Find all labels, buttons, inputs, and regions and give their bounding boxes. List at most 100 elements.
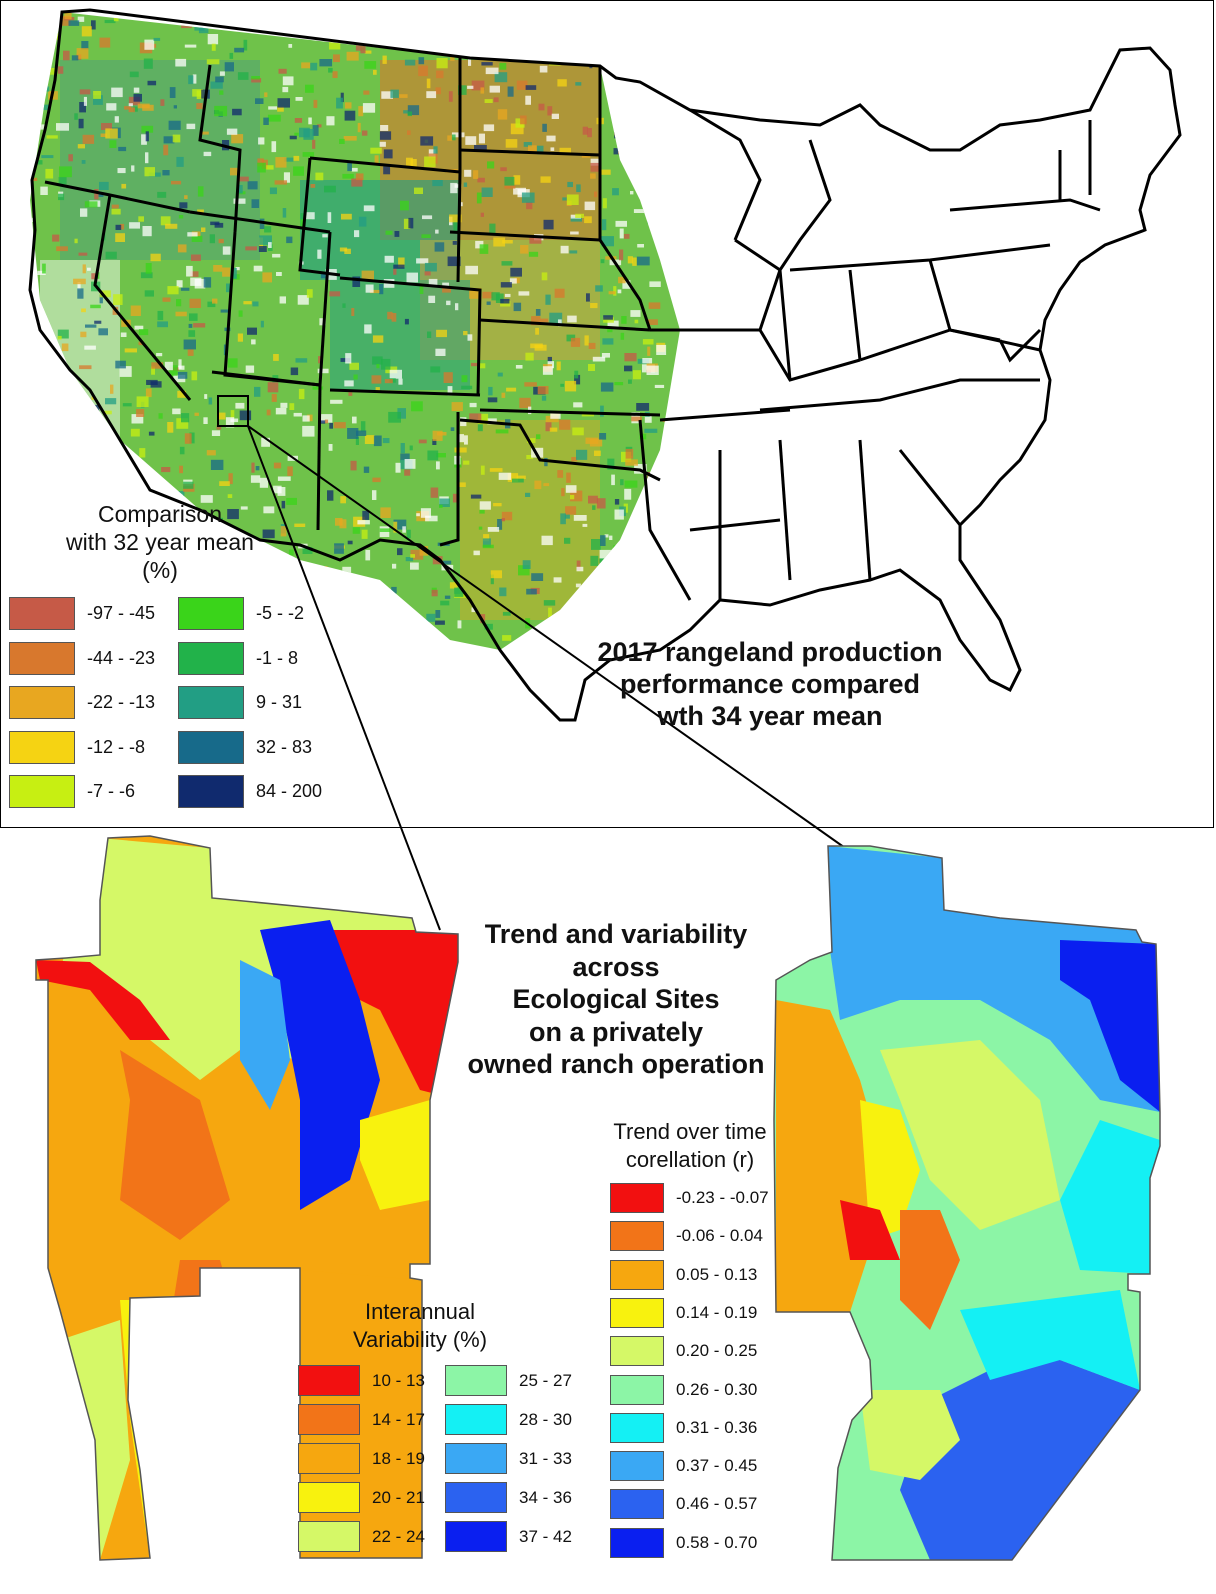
legend-label: 25 - 27 (519, 1370, 572, 1390)
legend-label: 37 - 42 (519, 1526, 572, 1546)
legend-swatch (9, 730, 75, 764)
variability-legend-title: Interannual Variability (%) (320, 1298, 520, 1354)
legend-item: 0.46 - 0.57 (610, 1489, 758, 1520)
legend-label: 34 - 36 (519, 1487, 572, 1507)
legend-swatch (445, 1404, 507, 1435)
legend-item: 31 - 33 (445, 1443, 572, 1474)
legend-swatch (9, 641, 75, 675)
leader-line-right (247, 425, 849, 851)
trend-legend-title-line-1: Trend over time (613, 1119, 767, 1144)
legend-label: -44 - -23 (87, 647, 156, 668)
legend-label: -0.06 - 0.04 (676, 1226, 763, 1246)
legend-item: 34 - 36 (445, 1482, 572, 1513)
legend-item: 0.37 - 0.45 (610, 1451, 758, 1482)
top-map-title-line-1: 2017 rangeland production (597, 637, 943, 667)
legend-label: 22 - 24 (372, 1526, 425, 1546)
legend-item: 14 - 17 (298, 1404, 425, 1435)
legend-item: 32 - 83 (178, 730, 313, 764)
variability-legend-title-line-2: Variability (%) (352, 1327, 488, 1352)
legend-label: 0.26 - 0.30 (676, 1379, 758, 1399)
legend-label: 0.58 - 0.70 (676, 1532, 758, 1552)
legend-item: 18 - 19 (298, 1443, 425, 1474)
legend-item: -12 - -8 (9, 730, 146, 764)
legend-item: 0.20 - 0.25 (610, 1336, 758, 1367)
legend-swatch (610, 1221, 664, 1252)
legend-label: -0.23 - -0.07 (676, 1188, 769, 1207)
legend-swatch (445, 1521, 507, 1552)
legend-item: -5 - -2 (178, 597, 304, 630)
legend-label: 0.14 - 0.19 (676, 1302, 758, 1322)
legend-label: -22 - -13 (87, 692, 156, 712)
state-boundaries (28, 8, 1182, 722)
legend-item: 28 - 30 (445, 1404, 572, 1435)
center-title-line-3: Ecological Sites (512, 984, 720, 1014)
legend-item: 20 - 21 (298, 1482, 425, 1513)
legend-label: 0.20 - 0.25 (676, 1341, 758, 1361)
legend-swatch (298, 1482, 360, 1513)
legend-swatch (445, 1482, 507, 1513)
legend-label: 28 - 30 (519, 1409, 572, 1429)
center-title-line-1: Trend and variability (484, 919, 748, 949)
center-title-line-4: on a privately (528, 1016, 704, 1047)
legend-label: 32 - 83 (256, 736, 313, 757)
legend-label: -12 - -8 (87, 736, 146, 757)
legend-swatch (9, 775, 75, 808)
aoi-box (217, 395, 249, 427)
legend-item: 25 - 27 (445, 1365, 572, 1396)
legend-swatch (298, 1521, 360, 1552)
trend-legend-title: Trend over time corellation (r) (580, 1118, 800, 1174)
legend-swatch (610, 1489, 664, 1520)
legend-item: 0.58 - 0.70 (610, 1527, 758, 1558)
legend-swatch (298, 1404, 360, 1435)
legend-label: 0.37 - 0.45 (676, 1456, 758, 1476)
legend-item: -0.06 - 0.04 (610, 1221, 763, 1252)
ranch-left-outline (35, 835, 459, 1561)
top-legend-title-line-1: Comparison (98, 501, 222, 527)
legend-item: -0.23 - -0.07 (610, 1183, 769, 1213)
ranch-right-outline (773, 845, 1161, 1561)
legend-item: -7 - -6 (9, 775, 135, 808)
legend-label: 0.05 - 0.13 (676, 1264, 758, 1284)
legend-swatch (178, 597, 244, 630)
legend-item: -1 - 8 (178, 641, 299, 675)
top-legend-title-line-2: with 32 year mean (66, 529, 254, 555)
legend-swatch (298, 1443, 360, 1474)
legend-item: -44 - -23 (9, 641, 156, 675)
legend-item: 37 - 42 (445, 1521, 572, 1552)
legend-label: -97 - -45 (87, 603, 156, 623)
legend-swatch (610, 1451, 664, 1482)
legend-swatch (178, 730, 244, 764)
legend-item: 84 - 200 (178, 775, 322, 808)
ranch-map-trend (774, 846, 1160, 1560)
legend-label: 84 - 200 (256, 781, 323, 801)
top-legend-title-line-3: (%) (142, 557, 178, 583)
legend-item: 0.31 - 0.36 (610, 1412, 758, 1443)
legend-item: 9 - 31 (178, 686, 302, 719)
legend-swatch (9, 686, 75, 719)
legend-label: -7 - -6 (87, 781, 136, 801)
legend-label: 0.46 - 0.57 (676, 1494, 758, 1514)
legend-label: 10 - 13 (372, 1370, 425, 1390)
legend-swatch (445, 1365, 507, 1396)
legend-label: 20 - 21 (372, 1487, 425, 1507)
legend-label: 14 - 17 (372, 1409, 425, 1429)
legend-swatch (178, 686, 244, 719)
center-title-line-2: across (572, 951, 660, 982)
legend-item: 10 - 13 (298, 1365, 425, 1396)
legend-swatch (178, 775, 244, 808)
legend-swatch (9, 597, 75, 630)
top-map-title-line-2: performance compared (619, 669, 921, 699)
legend-item: 0.26 - 0.30 (610, 1374, 758, 1405)
legend-swatch (298, 1365, 360, 1396)
legend-swatch (610, 1412, 664, 1443)
legend-label: 18 - 19 (372, 1448, 425, 1468)
legend-label: 0.31 - 0.36 (676, 1417, 758, 1437)
legend-swatch (610, 1336, 664, 1367)
top-map-title-line-3: wth 34 year mean (657, 701, 883, 731)
legend-label: -5 - -2 (256, 603, 305, 623)
legend-label: -1 - 8 (256, 647, 299, 668)
center-title-line-5: owned ranch operation (467, 1049, 765, 1079)
legend-label: 9 - 31 (256, 692, 303, 712)
top-map-title: 2017 rangeland production performance co… (570, 636, 970, 732)
